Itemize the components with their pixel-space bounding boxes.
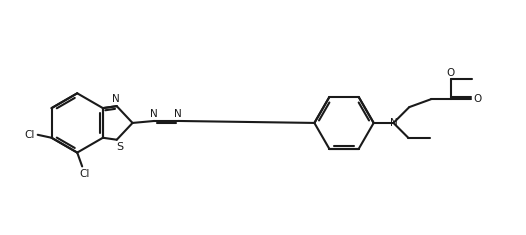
- Text: N: N: [112, 94, 119, 104]
- Text: O: O: [447, 67, 455, 78]
- Text: N: N: [150, 109, 158, 119]
- Text: Cl: Cl: [25, 130, 35, 140]
- Text: O: O: [473, 94, 482, 104]
- Text: N: N: [174, 109, 182, 119]
- Text: S: S: [116, 142, 123, 152]
- Text: Cl: Cl: [79, 169, 89, 179]
- Text: N: N: [390, 118, 397, 128]
